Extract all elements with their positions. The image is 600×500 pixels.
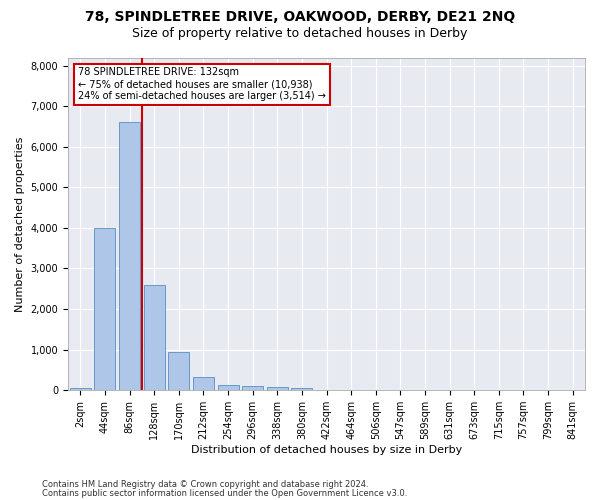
Text: 78 SPINDLETREE DRIVE: 132sqm
← 75% of detached houses are smaller (10,938)
24% o: 78 SPINDLETREE DRIVE: 132sqm ← 75% of de… (79, 68, 326, 100)
Y-axis label: Number of detached properties: Number of detached properties (15, 136, 25, 312)
Bar (70, 388, 91, 390)
Bar (144, 284, 164, 390)
Bar (218, 385, 239, 390)
Text: Size of property relative to detached houses in Derby: Size of property relative to detached ho… (133, 28, 467, 40)
Bar (242, 386, 263, 390)
Text: Contains HM Land Registry data © Crown copyright and database right 2024.: Contains HM Land Registry data © Crown c… (42, 480, 368, 489)
Bar (292, 388, 313, 390)
Bar (267, 387, 288, 390)
Text: 78, SPINDLETREE DRIVE, OAKWOOD, DERBY, DE21 2NQ: 78, SPINDLETREE DRIVE, OAKWOOD, DERBY, D… (85, 10, 515, 24)
Text: Contains public sector information licensed under the Open Government Licence v3: Contains public sector information licen… (42, 489, 407, 498)
X-axis label: Distribution of detached houses by size in Derby: Distribution of detached houses by size … (191, 445, 462, 455)
Bar (94, 228, 115, 390)
Bar (119, 122, 140, 390)
Bar (193, 377, 214, 390)
Bar (169, 352, 189, 390)
